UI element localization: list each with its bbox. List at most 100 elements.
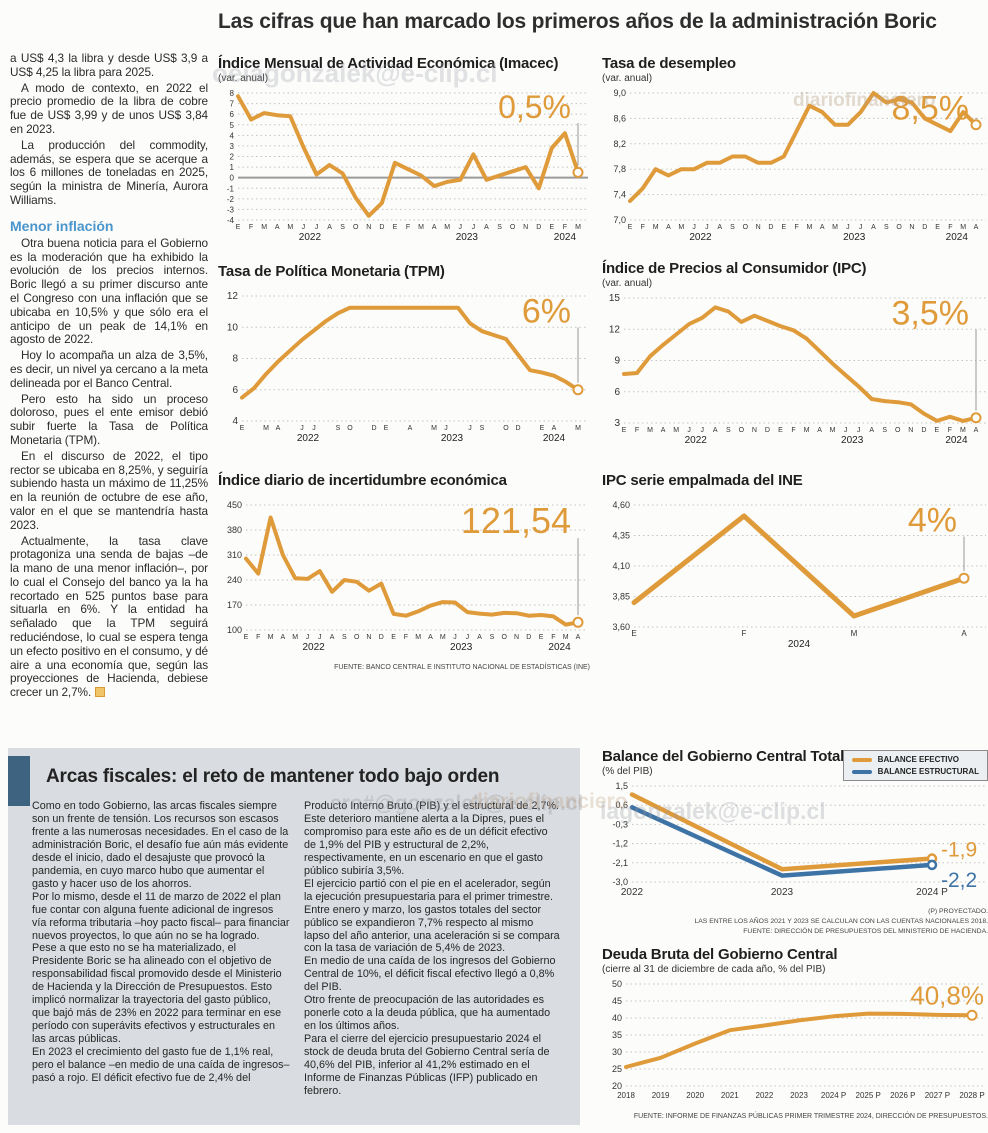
svg-text:3,60: 3,60	[612, 622, 630, 632]
article-inflation-paragraphs: Otra buena noticia para el Gobierno es l…	[10, 235, 208, 700]
svg-text:2022: 2022	[303, 642, 326, 653]
chart-canvas-desempleo: 9,08,68,27,87,47,0E F M A M J J A S O N D E F M A M J J A S O…	[613, 88, 986, 243]
svg-text:121,54: 121,54	[461, 500, 571, 541]
svg-text:F: F	[404, 634, 408, 641]
fiscal-panel-column-2: Producto Interno Bruto (PIB) y el estruc…	[304, 800, 562, 1098]
svg-text:M: M	[673, 427, 679, 434]
svg-text:E: E	[781, 224, 786, 231]
svg-text:2024: 2024	[946, 232, 969, 243]
svg-text:N: N	[909, 224, 914, 231]
svg-text:2022: 2022	[297, 433, 320, 444]
svg-text:E: E	[539, 634, 544, 641]
svg-text:O: O	[896, 224, 902, 231]
chart-source: FUENTE: BANCO CENTRAL E INSTITUTO NACION…	[334, 664, 590, 671]
paragraph: Hoy lo acompaña un alza de 3,5%, es deci…	[10, 348, 208, 390]
svg-text:7,0: 7,0	[613, 215, 626, 225]
svg-text:40: 40	[612, 1013, 622, 1023]
svg-text:M: M	[431, 425, 437, 432]
svg-text:D: D	[536, 224, 541, 231]
svg-text:A: A	[869, 427, 874, 434]
svg-text:2024 P: 2024 P	[821, 1091, 846, 1100]
svg-text:M: M	[268, 634, 274, 641]
chart-incertidumbre: Índice diario de incertidumbre económica…	[218, 472, 590, 671]
paragraph: Como en todo Gobierno, las arcas fiscale…	[32, 800, 289, 890]
svg-text:2023: 2023	[790, 1091, 808, 1100]
svg-text:F: F	[948, 427, 952, 434]
paragraph: Otro frente de preocupación de las autor…	[304, 994, 551, 1033]
svg-text:J: J	[859, 224, 863, 231]
svg-text:D: D	[379, 224, 384, 231]
svg-text:A: A	[484, 224, 489, 231]
svg-text:2026 P: 2026 P	[890, 1091, 915, 1100]
paragraph: Otra buena noticia para el Gobierno es l…	[10, 235, 208, 347]
svg-text:2023: 2023	[841, 435, 864, 446]
svg-text:M: M	[678, 224, 684, 231]
svg-text:A: A	[428, 634, 433, 641]
svg-text:20: 20	[612, 1081, 622, 1091]
svg-text:-0,3: -0,3	[612, 819, 628, 829]
svg-text:2021: 2021	[721, 1091, 739, 1100]
svg-text:E: E	[236, 224, 241, 231]
svg-text:310: 310	[227, 550, 242, 560]
svg-text:2022: 2022	[685, 435, 708, 446]
fiscal-panel-title: Arcas fiscales: el reto de mantener todo…	[46, 766, 500, 787]
article-lead-paragraphs: a US$ 4,3 la libra y desde US$ 3,9 a US$…	[10, 51, 208, 208]
spacer	[218, 489, 590, 499]
svg-text:O: O	[895, 427, 901, 434]
svg-text:F: F	[406, 224, 410, 231]
svg-text:2023: 2023	[843, 232, 866, 243]
svg-text:A: A	[281, 634, 286, 641]
accent-bar	[8, 756, 30, 806]
chart-title: Tasa de Política Monetaria (TPM)	[218, 263, 445, 280]
svg-text:J: J	[472, 224, 476, 231]
svg-text:M: M	[851, 629, 858, 638]
svg-text:4,60: 4,60	[612, 500, 630, 510]
svg-text:A: A	[871, 224, 876, 231]
svg-text:-2,1: -2,1	[612, 858, 628, 868]
svg-text:-1: -1	[227, 184, 235, 193]
svg-text:E: E	[622, 427, 627, 434]
svg-text:2025 P: 2025 P	[856, 1091, 881, 1100]
svg-text:A: A	[408, 425, 413, 432]
svg-text:F: F	[641, 224, 645, 231]
svg-text:N: N	[366, 224, 371, 231]
legend-item-efectivo: BALANCE EFECTIVO	[851, 755, 979, 764]
svg-text:F: F	[742, 629, 747, 638]
svg-text:D: D	[526, 634, 531, 641]
svg-text:J: J	[444, 425, 448, 432]
svg-text:M: M	[563, 634, 569, 641]
svg-text:2023: 2023	[450, 642, 473, 653]
svg-text:F: F	[551, 634, 555, 641]
svg-text:E: E	[628, 224, 633, 231]
svg-text:A: A	[552, 425, 557, 432]
svg-text:E: E	[550, 224, 555, 231]
svg-text:1,5: 1,5	[615, 781, 628, 791]
svg-text:0,6: 0,6	[615, 800, 628, 810]
svg-text:O: O	[501, 634, 507, 641]
svg-text:D: D	[515, 425, 520, 432]
svg-text:J: J	[302, 224, 306, 231]
chart-tpm: Tasa de Política Monetaria (TPM) 12 10 8 6 4…	[218, 263, 590, 453]
svg-text:J: J	[453, 634, 457, 641]
svg-text:4,35: 4,35	[612, 531, 630, 541]
chart-title: Índice de Precios al Consumidor (IPC)	[602, 260, 867, 277]
chart-title: Índice Mensual de Actividad Económica (I…	[218, 55, 559, 72]
svg-text:2022: 2022	[689, 232, 712, 243]
svg-text:S: S	[730, 224, 735, 231]
chart-source: FUENTE: INFORME DE FINANZAS PÚBLICAS PRI…	[633, 1113, 988, 1120]
svg-text:A: A	[661, 427, 666, 434]
svg-text:35: 35	[612, 1030, 622, 1040]
svg-text:J: J	[318, 634, 322, 641]
svg-text:S: S	[342, 634, 347, 641]
svg-text:M: M	[444, 224, 450, 231]
svg-text:D: D	[922, 224, 927, 231]
svg-text:2028 P: 2028 P	[959, 1091, 984, 1100]
chart-legend: BALANCE EFECTIVO BALANCE ESTRUCTURAL	[842, 750, 988, 781]
svg-text:-3: -3	[227, 205, 235, 214]
svg-text:J: J	[306, 634, 310, 641]
svg-text:2024: 2024	[543, 433, 566, 444]
svg-text:M: M	[415, 634, 421, 641]
svg-text:A: A	[961, 629, 967, 638]
